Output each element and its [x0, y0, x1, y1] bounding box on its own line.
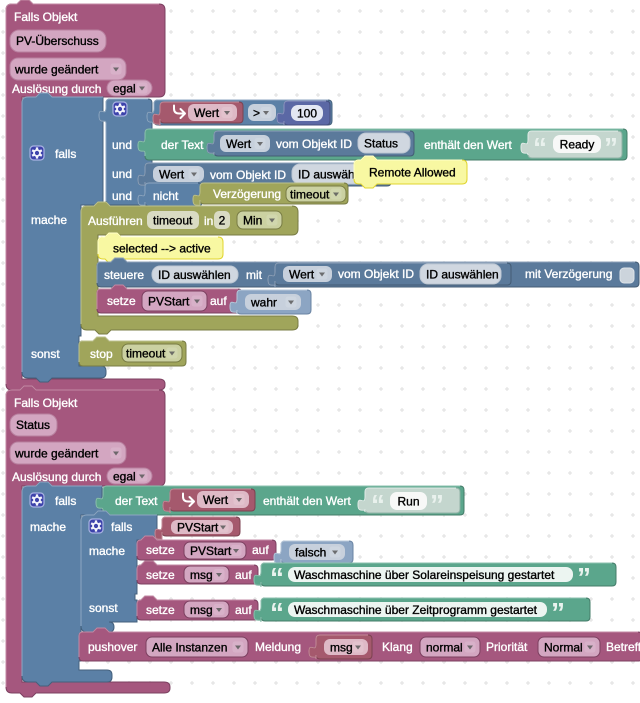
svg-text:Falls Objekt: Falls Objekt — [14, 10, 78, 24]
svg-text:selected --> active: selected --> active — [113, 242, 211, 256]
svg-text:und: und — [112, 138, 132, 152]
svg-text:stop: stop — [90, 347, 113, 361]
svg-text:“: “ — [533, 132, 547, 163]
svg-text:steuere: steuere — [104, 268, 144, 282]
svg-text:mit Verzögerung: mit Verzögerung — [525, 267, 612, 281]
svg-text:setze: setze — [146, 603, 175, 617]
svg-text:timeout: timeout — [126, 347, 166, 361]
svg-text:“: “ — [371, 489, 385, 520]
svg-text:auf: auf — [210, 294, 227, 308]
svg-text:ID auswählen: ID auswählen — [426, 268, 499, 282]
svg-text:mache: mache — [31, 213, 67, 227]
svg-text:setze: setze — [146, 568, 175, 582]
svg-text:wurde geändert: wurde geändert — [14, 63, 99, 77]
svg-text:Wert: Wert — [194, 106, 220, 120]
svg-text:und: und — [112, 167, 132, 181]
svg-text:falls: falls — [55, 494, 76, 508]
svg-text:PVStart: PVStart — [190, 544, 232, 558]
svg-text:msg: msg — [330, 641, 353, 655]
svg-text:sonst: sonst — [89, 601, 118, 615]
svg-text:Klang: Klang — [382, 640, 413, 654]
svg-text:PV-Überschuss: PV-Überschuss — [16, 34, 99, 48]
svg-text:vom Objekt ID: vom Objekt ID — [276, 137, 352, 151]
svg-text:2: 2 — [219, 214, 226, 228]
svg-text:>: > — [253, 106, 260, 120]
svg-text:100: 100 — [297, 107, 317, 121]
svg-text:Wert: Wert — [159, 168, 185, 182]
svg-text:und: und — [112, 189, 132, 203]
svg-text:Waschmaschine über Solareinspe: Waschmaschine über Solareinspeisung gest… — [294, 568, 555, 582]
svg-text:”: ” — [551, 597, 565, 628]
svg-text:sonst: sonst — [31, 347, 60, 361]
svg-text:“: “ — [270, 597, 284, 628]
svg-text:Ausführen: Ausführen — [88, 214, 143, 228]
svg-text:timeout: timeout — [153, 214, 193, 228]
svg-text:mache: mache — [89, 544, 125, 558]
svg-text:Verzögerung: Verzögerung — [213, 187, 281, 201]
svg-text:Auslösung durch: Auslösung durch — [12, 82, 101, 96]
svg-text:Remote Allowed: Remote Allowed — [369, 166, 456, 180]
svg-text:falls: falls — [111, 520, 132, 534]
svg-text:Run: Run — [397, 495, 419, 509]
svg-text:Auslösung durch: Auslösung durch — [12, 470, 101, 484]
svg-text:ID auswählen: ID auswählen — [298, 168, 371, 182]
svg-text:timeout: timeout — [290, 188, 330, 202]
svg-text:der Text: der Text — [161, 138, 204, 152]
svg-text:nicht: nicht — [153, 189, 179, 203]
svg-text:ID auswählen: ID auswählen — [158, 268, 231, 282]
svg-text:Status: Status — [16, 418, 50, 432]
svg-text:Wert: Wert — [203, 493, 229, 507]
svg-text:Ready: Ready — [560, 138, 595, 152]
svg-text:Betreff: Betreff — [606, 640, 640, 654]
svg-text:Waschmaschine über Zeitprogram: Waschmaschine über Zeitprogramm gestarte… — [294, 603, 538, 617]
svg-text:msg: msg — [190, 603, 213, 617]
svg-text:PVStart: PVStart — [148, 295, 190, 309]
svg-text:Priorität: Priorität — [486, 640, 528, 654]
svg-text:normal: normal — [426, 641, 463, 655]
svg-text:vom Objekt ID: vom Objekt ID — [210, 168, 286, 182]
svg-text:Normal: Normal — [544, 641, 583, 655]
svg-text:”: ” — [604, 132, 618, 163]
svg-text:Wert: Wert — [289, 268, 315, 282]
svg-text:in: in — [204, 214, 213, 228]
svg-text:egal: egal — [113, 82, 136, 96]
svg-text:enthält den Wert: enthält den Wert — [263, 494, 351, 508]
svg-text:Falls Objekt: Falls Objekt — [14, 396, 78, 410]
svg-text:”: ” — [430, 489, 444, 520]
svg-text:wahr: wahr — [250, 296, 277, 310]
svg-text:Min: Min — [243, 214, 262, 228]
svg-text:pushover: pushover — [88, 640, 137, 654]
svg-text:egal: egal — [113, 470, 136, 484]
svg-text:msg: msg — [190, 568, 213, 582]
svg-text:Meldung: Meldung — [255, 640, 301, 654]
svg-text:auf: auf — [235, 568, 252, 582]
svg-text:vom Objekt ID: vom Objekt ID — [338, 267, 414, 281]
svg-text:auf: auf — [252, 543, 269, 557]
svg-text:mache: mache — [30, 520, 66, 534]
svg-text:setze: setze — [107, 294, 136, 308]
svg-text:enthält den Wert: enthält den Wert — [424, 138, 512, 152]
svg-text:Wert: Wert — [226, 137, 252, 151]
svg-text:falsch: falsch — [295, 546, 326, 560]
svg-text:wurde geändert: wurde geändert — [14, 447, 99, 461]
svg-text:PVStart: PVStart — [177, 521, 219, 535]
svg-text:mit: mit — [246, 268, 263, 282]
svg-text:Alle Instanzen: Alle Instanzen — [152, 641, 227, 655]
svg-text:”: ” — [577, 562, 591, 593]
svg-text:Status: Status — [364, 137, 398, 151]
svg-text:setze: setze — [146, 543, 175, 557]
svg-text:auf: auf — [235, 603, 252, 617]
svg-text:falls: falls — [55, 147, 76, 161]
svg-text:“: “ — [270, 562, 284, 593]
svg-text:der Text: der Text — [115, 494, 158, 508]
